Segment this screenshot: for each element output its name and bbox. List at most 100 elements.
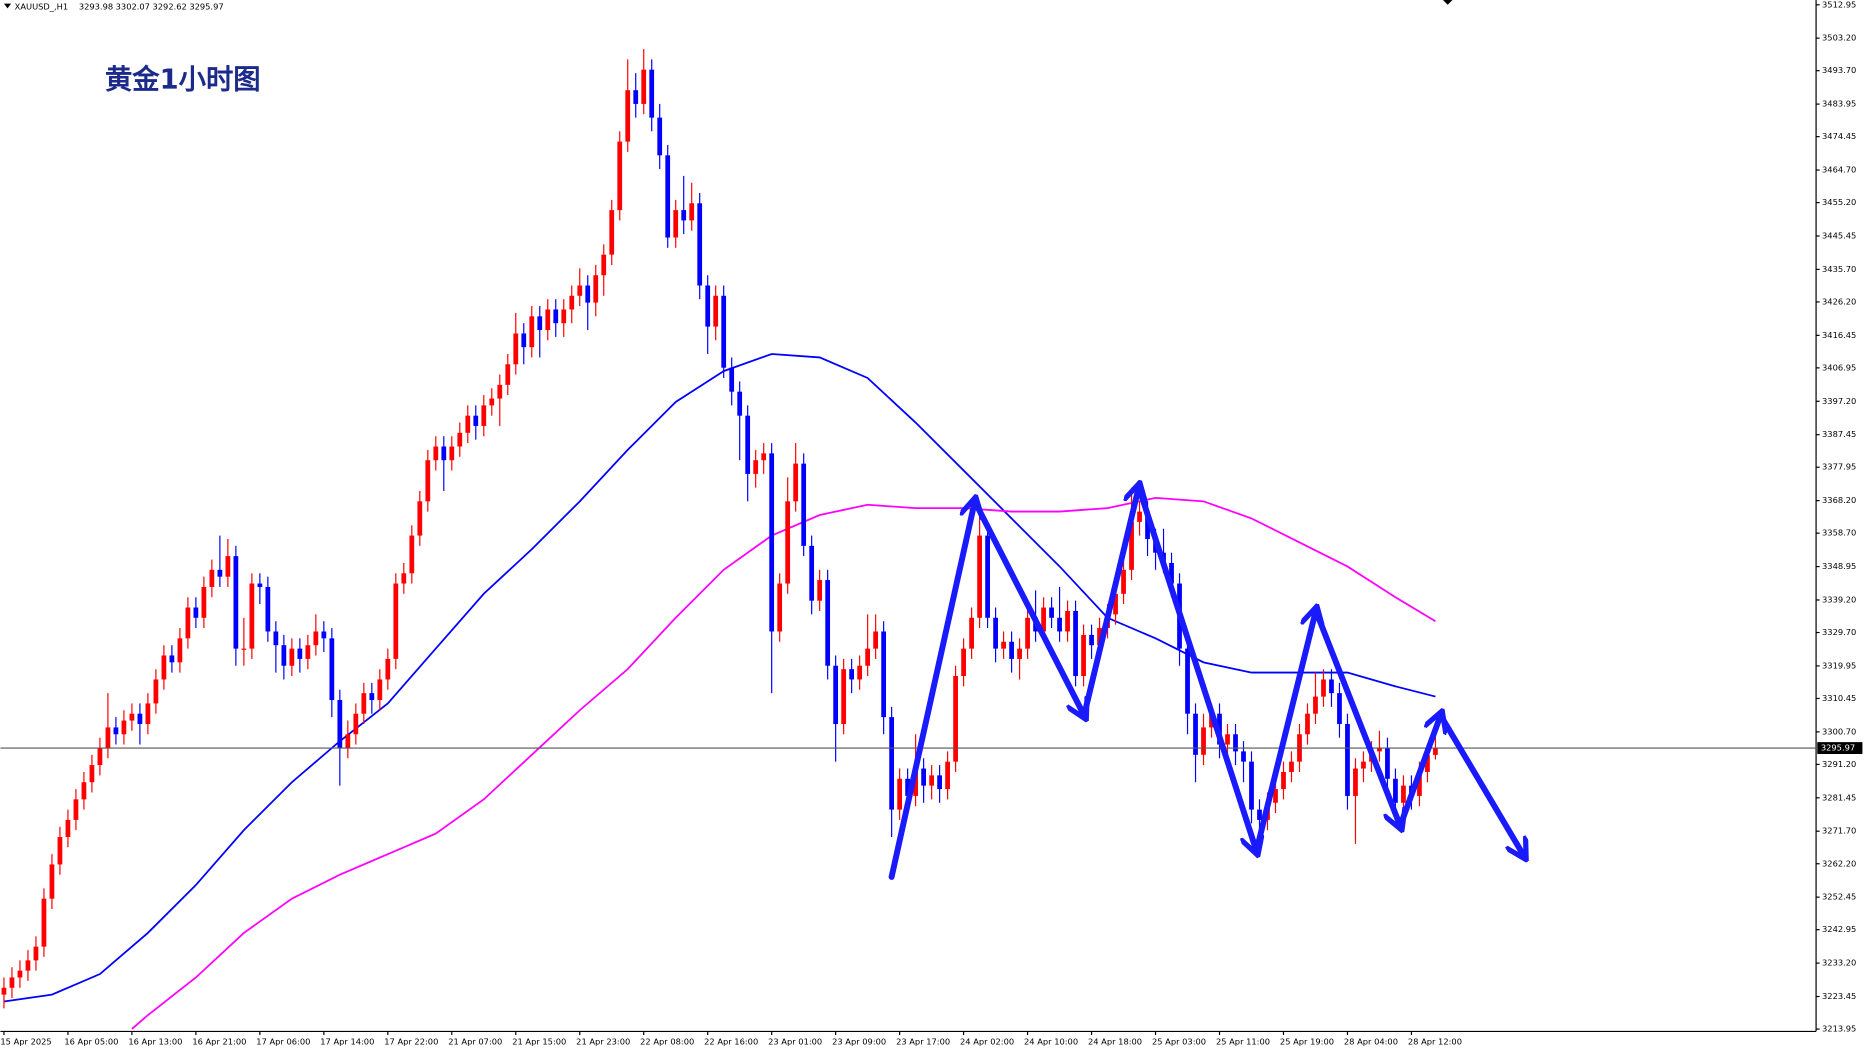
x-tick-label: 22 Apr 16:00 (704, 1037, 758, 1047)
candle-body (97, 747, 103, 766)
candle-body (697, 203, 703, 286)
candle-body (9, 977, 15, 988)
candle-body (265, 586, 271, 632)
candle-body (1169, 562, 1174, 584)
y-tick-label: 3329.70 (1822, 627, 1856, 637)
candle-body (713, 295, 719, 327)
candle-body (641, 69, 647, 104)
candle-body (41, 898, 47, 947)
x-tick-label: 24 Apr 18:00 (1088, 1037, 1142, 1047)
x-tick-label: 24 Apr 02:00 (960, 1037, 1014, 1047)
candle-body (929, 775, 934, 786)
candle-body (633, 90, 639, 104)
candle-body (865, 648, 871, 666)
candle-body (1137, 511, 1142, 522)
candle-body (761, 453, 767, 461)
candle-body (1233, 734, 1238, 752)
candle-body (785, 501, 791, 584)
candle-body (689, 203, 695, 221)
candle-body (1281, 771, 1286, 790)
candle-body (153, 679, 159, 704)
y-tick-label: 3474.45 (1822, 131, 1856, 141)
x-tick-label: 17 Apr 06:00 (256, 1037, 310, 1047)
candle-body (497, 384, 503, 399)
top-marker (1442, 0, 1453, 5)
x-tick-label: 23 Apr 09:00 (832, 1037, 886, 1047)
candle-body (185, 607, 191, 639)
y-tick-label: 3406.95 (1822, 362, 1856, 372)
header-open: 3293.98 (79, 2, 113, 12)
candle-body (545, 309, 551, 331)
candle-body (889, 717, 895, 810)
candle-body (905, 778, 911, 796)
y-tick-label: 3271.70 (1822, 826, 1856, 836)
candle-body (1193, 713, 1198, 755)
candle-body (233, 556, 239, 649)
candle-body (249, 583, 255, 649)
arrow (1312, 607, 1400, 826)
y-tick-label: 3213.95 (1822, 1024, 1856, 1034)
candle-body (961, 648, 966, 677)
candle-body (521, 333, 527, 348)
y-tick-label: 3377.95 (1822, 462, 1856, 472)
candle-body (1313, 696, 1318, 714)
arrow (1081, 487, 1139, 719)
candle-body (193, 607, 199, 618)
x-tick-label: 16 Apr 13:00 (128, 1037, 182, 1047)
candle-body (89, 765, 95, 783)
candle-body (241, 648, 247, 650)
candle-body (1113, 593, 1118, 615)
candle-body (769, 453, 775, 632)
candle-body (321, 631, 327, 639)
candle-body (977, 535, 982, 618)
candle-body (1321, 679, 1326, 697)
candle-body (873, 631, 879, 649)
candle-body (657, 117, 663, 156)
candle-body (817, 580, 823, 601)
candle-body (833, 665, 839, 724)
y-tick-label: 3455.20 (1822, 197, 1856, 207)
candle-body (1385, 747, 1390, 779)
candle-body (225, 556, 231, 577)
candle-body (1225, 734, 1230, 745)
x-tick-label: 23 Apr 01:00 (768, 1037, 822, 1047)
candle-body (1329, 679, 1334, 694)
y-tick-label: 3387.45 (1822, 429, 1856, 439)
x-tick-label: 24 Apr 10:00 (1024, 1037, 1078, 1047)
candle-body (1377, 747, 1382, 752)
candle-body (121, 720, 127, 735)
candle-body (681, 210, 687, 221)
x-tick-label: 25 Apr 11:00 (1216, 1037, 1270, 1047)
candle-body (481, 405, 487, 426)
y-tick-label: 3464.70 (1822, 165, 1856, 175)
candle-body (881, 631, 887, 718)
candle-body (1185, 648, 1190, 714)
candle-body (465, 415, 471, 433)
y-tick-label: 3426.20 (1822, 296, 1856, 306)
y-tick-label: 3291.20 (1822, 759, 1856, 769)
candle-body (433, 446, 439, 461)
candle-body (161, 655, 167, 680)
candle-body (489, 398, 495, 406)
candle-body (1273, 789, 1278, 803)
candle-body (1049, 607, 1054, 618)
candle-body (1057, 617, 1062, 632)
candle-body (1121, 569, 1126, 594)
y-tick-label: 3348.95 (1822, 561, 1856, 571)
candle-body (385, 658, 391, 680)
candle-body (753, 460, 759, 474)
y-tick-label: 3503.20 (1822, 33, 1856, 43)
candle-body (825, 580, 831, 666)
candle-body (1201, 727, 1206, 755)
candle-body (73, 799, 79, 820)
candle-body (945, 761, 950, 790)
y-tick-label: 3300.70 (1822, 726, 1856, 736)
candle-body (561, 309, 567, 324)
candle-body (809, 545, 815, 601)
candle-body (537, 316, 543, 331)
y-tick-label: 3252.45 (1822, 892, 1856, 902)
candle-body (569, 295, 575, 310)
